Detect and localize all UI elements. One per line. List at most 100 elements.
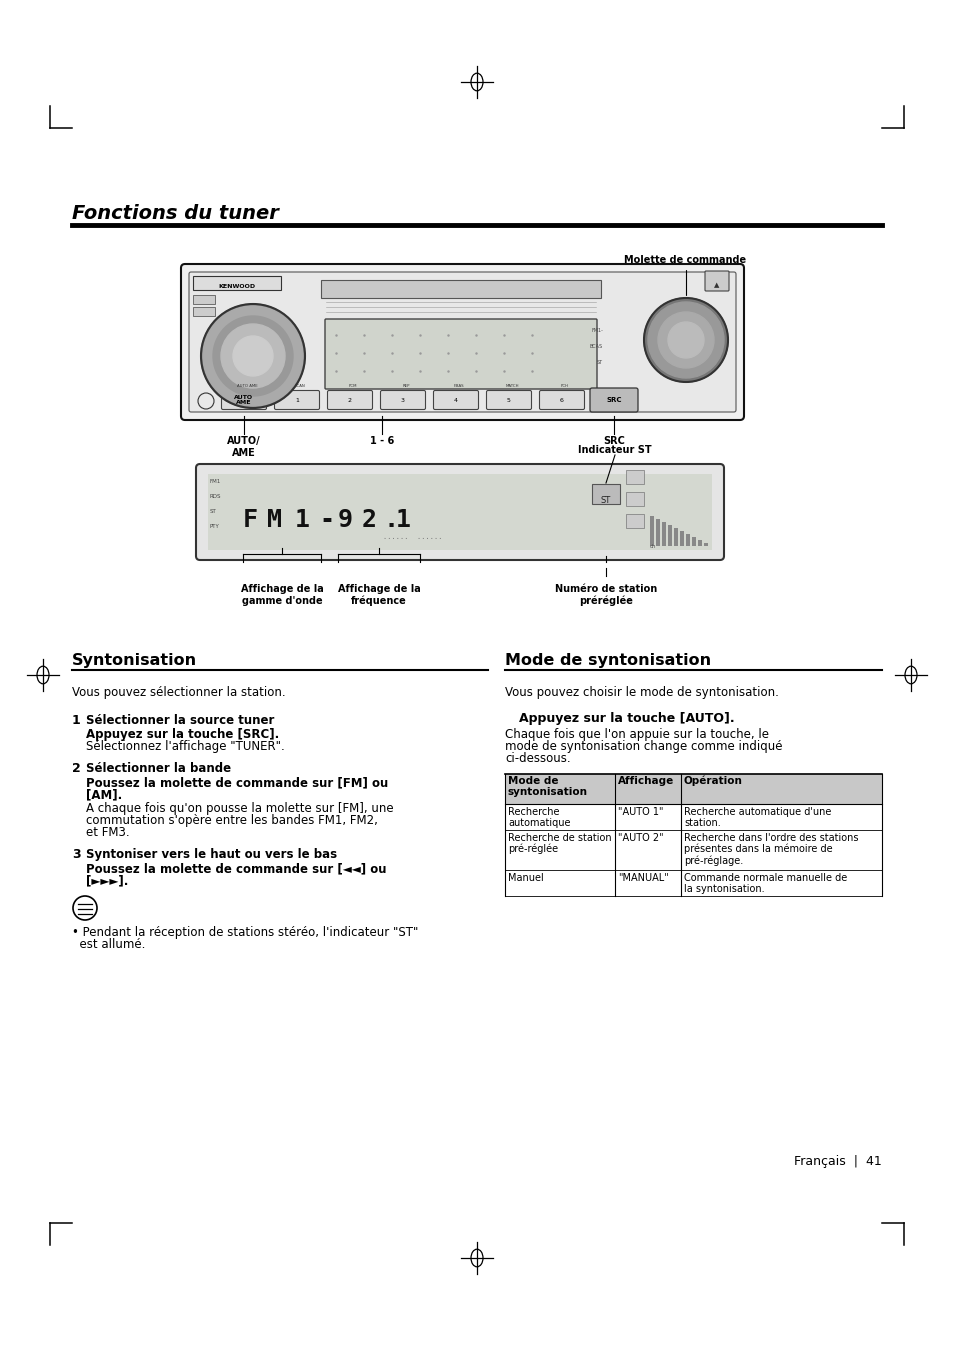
FancyBboxPatch shape: [589, 387, 638, 412]
Text: Mode de syntonisation: Mode de syntonisation: [504, 653, 710, 668]
Text: ST: ST: [597, 360, 602, 365]
Bar: [504, 774, 882, 805]
Bar: [320, 279, 600, 298]
Text: MATCH: MATCH: [505, 383, 518, 387]
Text: présentes dans la mémoire de: présentes dans la mémoire de: [683, 844, 832, 855]
FancyBboxPatch shape: [380, 390, 425, 409]
Text: préréglée: préréglée: [578, 595, 632, 606]
FancyBboxPatch shape: [221, 390, 266, 409]
Text: PCH: PCH: [560, 383, 568, 387]
Text: FM1-: FM1-: [591, 328, 602, 333]
FancyBboxPatch shape: [433, 390, 478, 409]
Text: 1: 1: [294, 397, 298, 402]
Text: REP: REP: [402, 383, 410, 387]
Circle shape: [647, 302, 723, 378]
Text: Syntoniser vers le haut ou vers le bas: Syntoniser vers le haut ou vers le bas: [86, 848, 336, 861]
Text: Affichage de la: Affichage de la: [337, 585, 420, 594]
Bar: [625, 470, 643, 485]
Text: ......  ......: ...... ......: [382, 535, 442, 540]
Text: 1: 1: [71, 714, 81, 728]
Bar: [703, 543, 707, 545]
Text: gamme d'onde: gamme d'onde: [241, 595, 322, 606]
Text: A chaque fois qu'on pousse la molette sur [FM], une: A chaque fois qu'on pousse la molette su…: [86, 802, 394, 815]
Text: 3: 3: [71, 848, 81, 861]
Text: commutation s'opère entre les bandes FM1, FM2,: commutation s'opère entre les bandes FM1…: [86, 814, 377, 828]
Text: PCM: PCM: [349, 383, 356, 387]
Text: BCAS: BCAS: [589, 344, 602, 350]
Text: Manuel: Manuel: [507, 873, 543, 883]
Circle shape: [201, 304, 305, 408]
Text: Commande normale manuelle de: Commande normale manuelle de: [683, 873, 846, 883]
Text: AUTO/
AME: AUTO/ AME: [227, 436, 260, 458]
Text: Mode de: Mode de: [507, 776, 558, 786]
Bar: [656, 518, 659, 545]
Text: 2: 2: [71, 761, 81, 775]
Text: SRC: SRC: [602, 436, 624, 446]
FancyBboxPatch shape: [539, 390, 584, 409]
Text: KENWOOD: KENWOOD: [218, 284, 255, 289]
Bar: [592, 485, 619, 504]
Circle shape: [643, 298, 727, 382]
FancyBboxPatch shape: [274, 390, 319, 409]
FancyBboxPatch shape: [325, 319, 597, 389]
Text: FM1: FM1: [210, 479, 221, 485]
Bar: [193, 275, 281, 290]
Text: Recherche dans l'ordre des stations: Recherche dans l'ordre des stations: [683, 833, 858, 842]
Text: Fonctions du tuner: Fonctions du tuner: [71, 204, 278, 223]
Text: Appuyez sur la touche [AUTO].: Appuyez sur la touche [AUTO].: [518, 711, 734, 725]
Text: SCAN: SCAN: [294, 383, 305, 387]
FancyBboxPatch shape: [486, 390, 531, 409]
Bar: [679, 531, 683, 545]
Text: fréquence: fréquence: [351, 595, 406, 606]
Text: • Pendant la réception de stations stéréo, l'indicateur "ST": • Pendant la réception de stations stéré…: [71, 926, 418, 940]
Text: AUTO AME: AUTO AME: [236, 383, 257, 387]
Text: 1 - 6: 1 - 6: [370, 436, 394, 446]
Text: Appuyez sur la touche [SRC].: Appuyez sur la touche [SRC].: [86, 728, 279, 741]
Bar: [691, 537, 696, 545]
Text: RDS: RDS: [210, 494, 221, 499]
Text: 1: 1: [395, 508, 411, 532]
Text: 3: 3: [400, 397, 405, 402]
FancyBboxPatch shape: [704, 271, 728, 292]
Text: la syntonisation.: la syntonisation.: [683, 884, 763, 894]
Text: [AM].: [AM].: [86, 788, 122, 801]
Text: Affichage de la: Affichage de la: [240, 585, 323, 594]
Text: pré-réglage.: pré-réglage.: [683, 855, 742, 865]
Text: Indicateur ST: Indicateur ST: [578, 446, 651, 455]
Text: et FM3.: et FM3.: [86, 826, 130, 838]
FancyBboxPatch shape: [189, 271, 735, 412]
Text: Affichage: Affichage: [618, 776, 674, 786]
Circle shape: [658, 312, 713, 369]
Text: est allumé.: est allumé.: [71, 938, 145, 950]
Text: 9: 9: [337, 508, 353, 532]
Bar: [673, 528, 678, 545]
Circle shape: [203, 306, 303, 406]
Bar: [698, 540, 701, 545]
Text: ST: ST: [600, 495, 611, 505]
Text: mode de syntonisation change comme indiqué: mode de syntonisation change comme indiq…: [504, 740, 781, 753]
Text: syntonisation: syntonisation: [507, 787, 587, 796]
Text: Recherche de station: Recherche de station: [507, 833, 611, 842]
Bar: [625, 514, 643, 528]
FancyBboxPatch shape: [181, 265, 743, 420]
Bar: [649, 516, 654, 545]
Text: Recherche: Recherche: [507, 807, 558, 817]
Text: automatique: automatique: [507, 818, 570, 828]
Text: 2: 2: [361, 508, 376, 532]
Text: 5: 5: [507, 397, 511, 402]
Text: Opération: Opération: [683, 776, 742, 787]
Text: M: M: [267, 508, 282, 532]
FancyBboxPatch shape: [195, 464, 723, 560]
Text: 6: 6: [559, 397, 563, 402]
Text: 4: 4: [454, 397, 457, 402]
Text: 2: 2: [348, 397, 352, 402]
Circle shape: [233, 336, 273, 377]
Text: [►►►].: [►►►].: [86, 873, 129, 887]
Text: pré-réglée: pré-réglée: [507, 844, 558, 855]
Bar: [208, 474, 711, 549]
Text: ch: ch: [649, 544, 656, 549]
Text: Sélectionner la source tuner: Sélectionner la source tuner: [86, 714, 274, 728]
Text: Syntonisation: Syntonisation: [71, 653, 197, 668]
Text: 1: 1: [294, 508, 310, 532]
Circle shape: [667, 323, 703, 358]
